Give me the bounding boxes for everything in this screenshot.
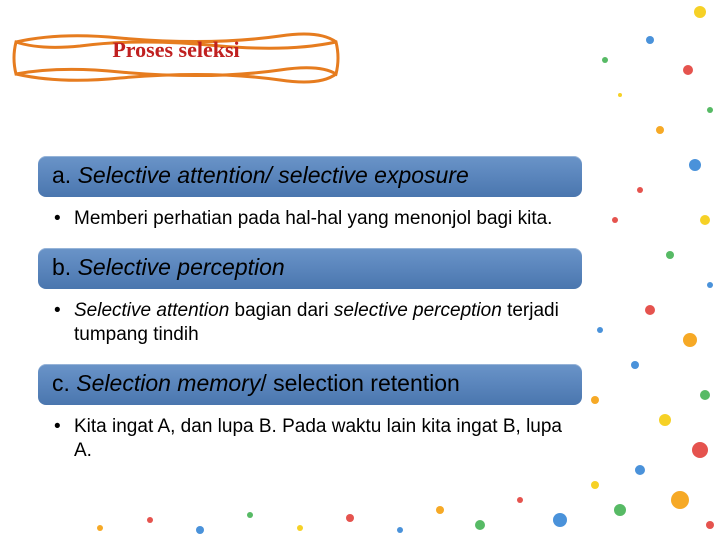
- page-title: Proses seleksi: [112, 37, 239, 62]
- title-text-wrap: Proses seleksi: [14, 37, 338, 63]
- section-c-heading: c. Selection memory/ selection retention: [38, 364, 582, 405]
- section-b-heading-text: b. Selective perception: [52, 254, 285, 280]
- section-b-body: Selective attention bagian dari selectiv…: [38, 293, 582, 361]
- section-b-bullet: Selective attention bagian dari selectiv…: [70, 299, 568, 347]
- content-area: a. Selective attention/ selective exposu…: [38, 156, 582, 481]
- section-c-body: Kita ingat A, dan lupa B. Pada waktu lai…: [38, 409, 582, 477]
- section-a-heading-text: a. Selective attention/ selective exposu…: [52, 162, 469, 188]
- section-a-bullet: Memberi perhatian pada hal-hal yang meno…: [70, 207, 568, 231]
- section-c-heading-text: c. Selection memory/ selection retention: [52, 370, 460, 396]
- section-a-heading: a. Selective attention/ selective exposu…: [38, 156, 582, 197]
- section-b-heading: b. Selective perception: [38, 248, 582, 289]
- section-a-body: Memberi perhatian pada hal-hal yang meno…: [38, 201, 582, 245]
- section-c-bullet: Kita ingat A, dan lupa B. Pada waktu lai…: [70, 415, 568, 463]
